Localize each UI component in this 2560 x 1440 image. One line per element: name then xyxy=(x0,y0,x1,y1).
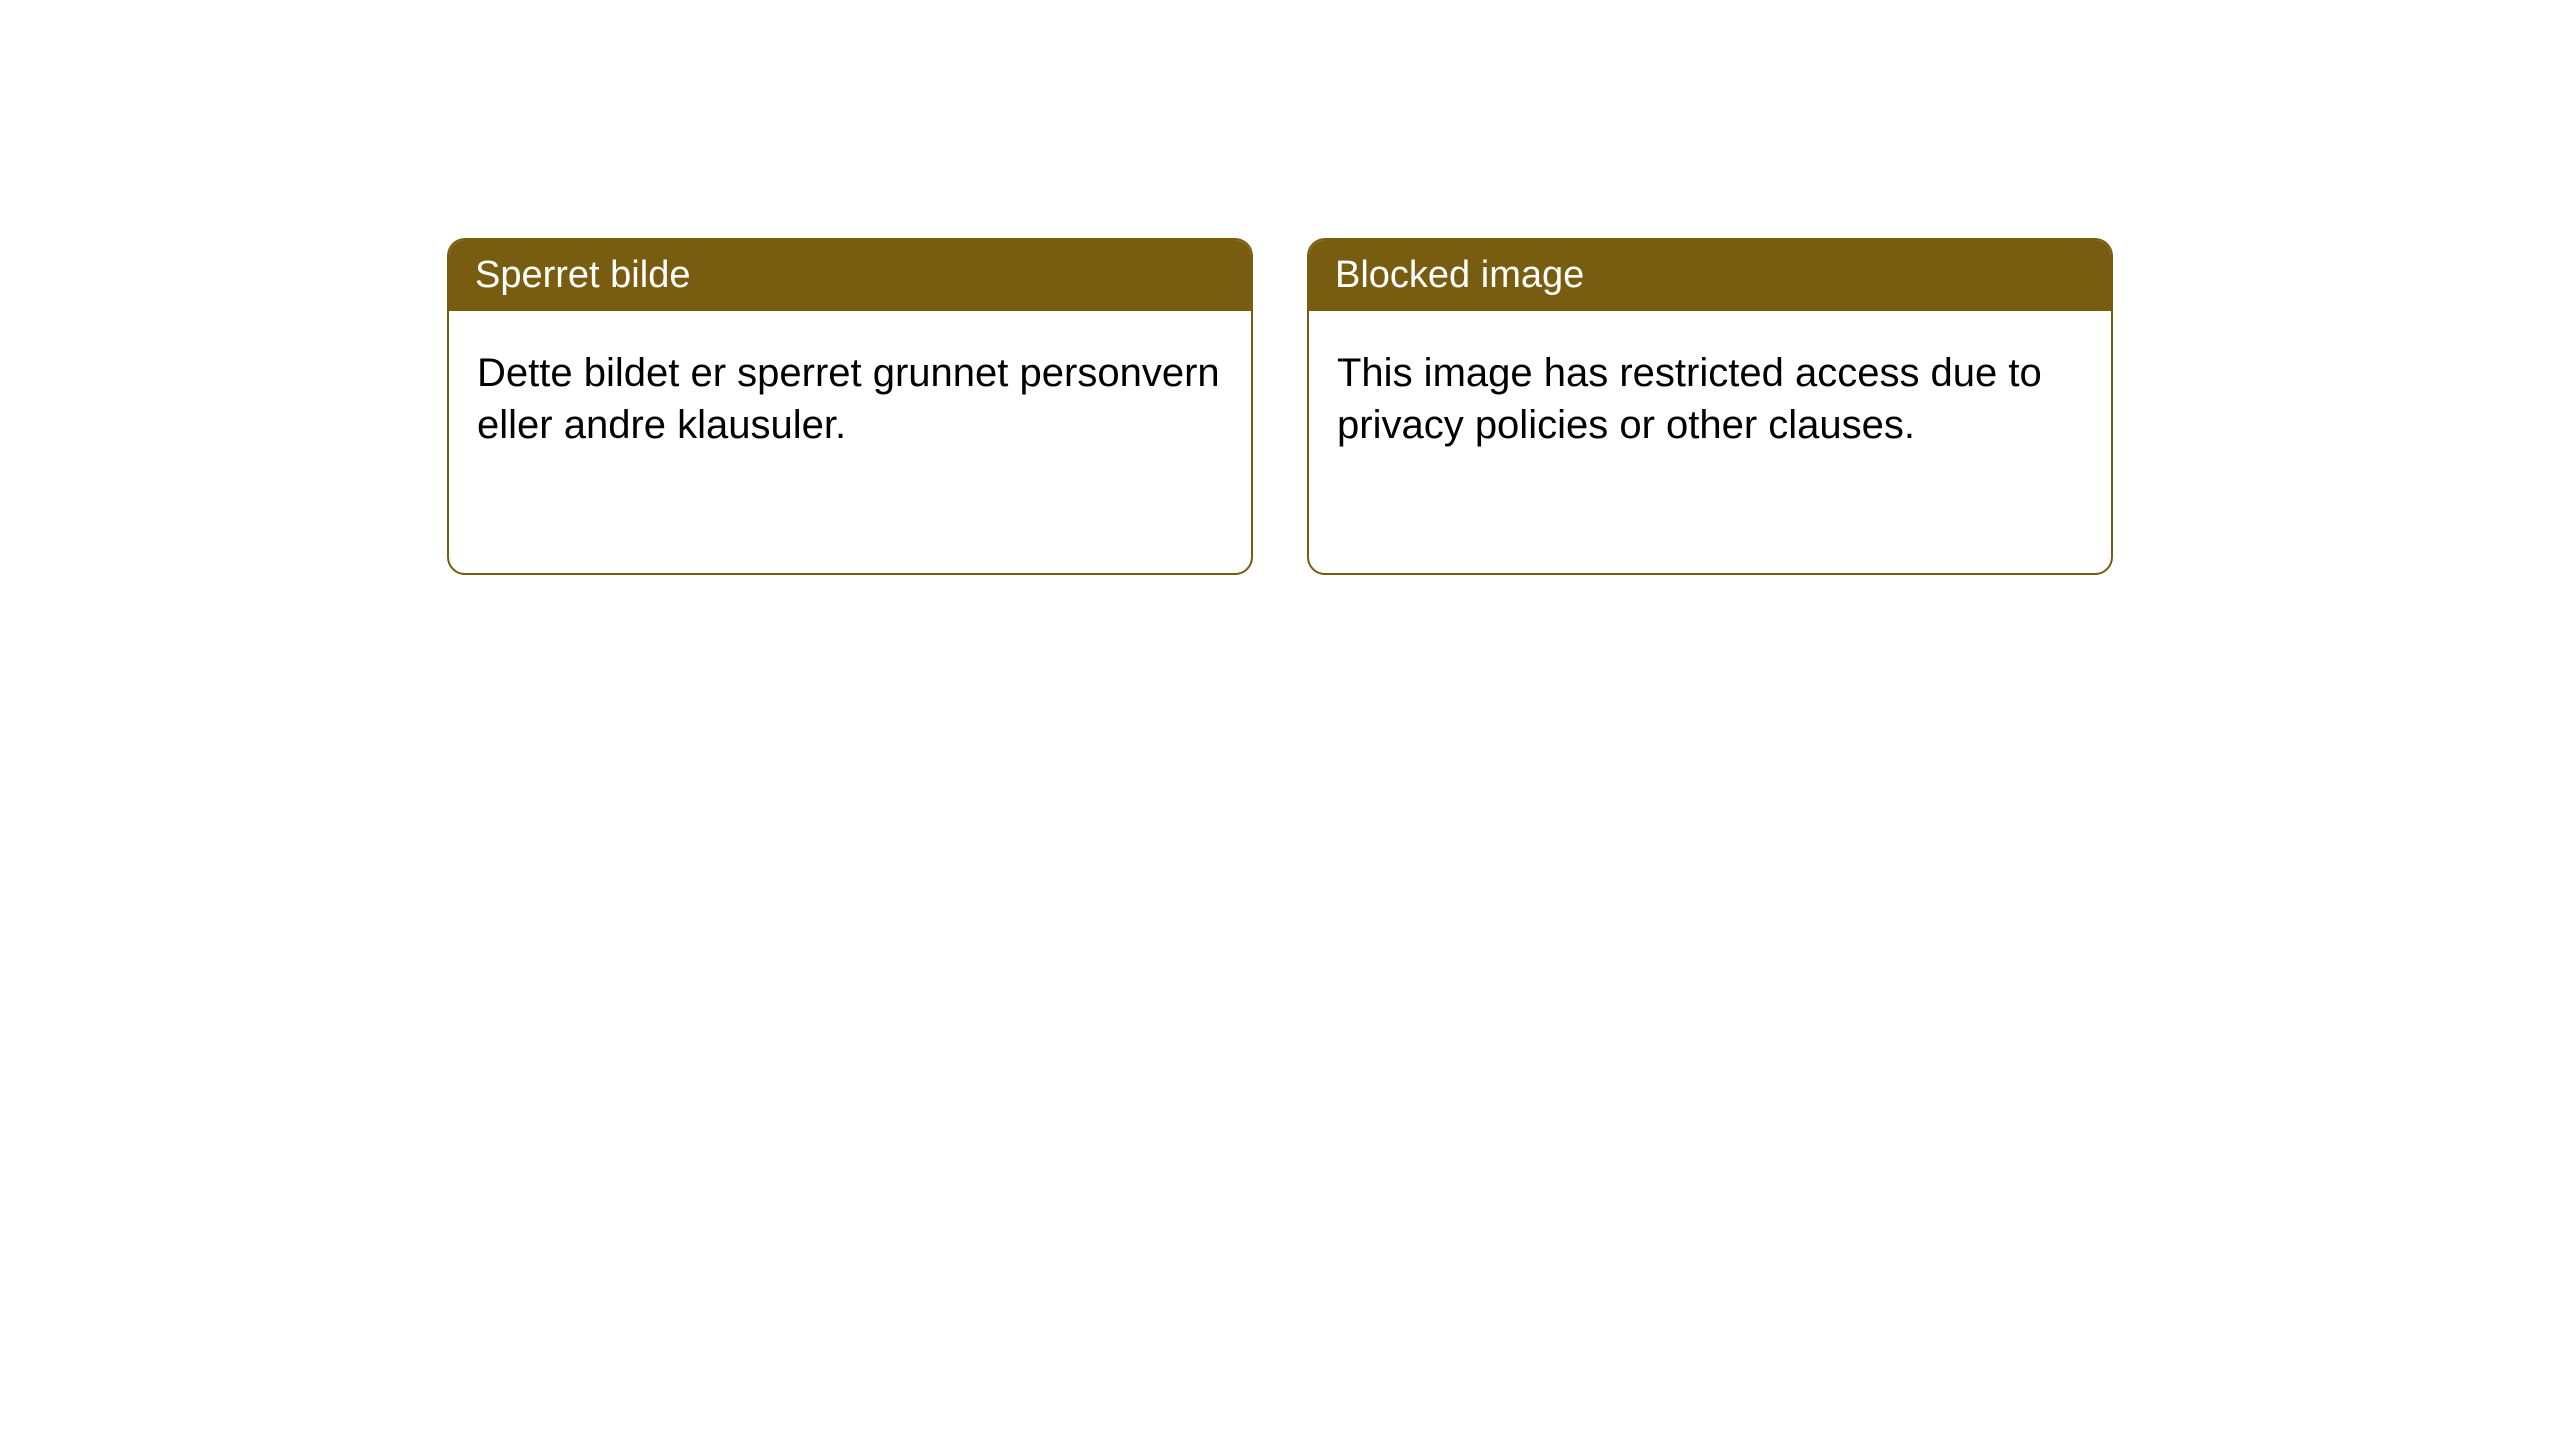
notice-title-en: Blocked image xyxy=(1309,240,2111,311)
notice-body-no: Dette bildet er sperret grunnet personve… xyxy=(449,311,1251,487)
notice-card-no: Sperret bilde Dette bildet er sperret gr… xyxy=(447,238,1253,575)
notice-body-en: This image has restricted access due to … xyxy=(1309,311,2111,487)
notice-title-no: Sperret bilde xyxy=(449,240,1251,311)
notice-cards-container: Sperret bilde Dette bildet er sperret gr… xyxy=(0,0,2560,575)
notice-card-en: Blocked image This image has restricted … xyxy=(1307,238,2113,575)
